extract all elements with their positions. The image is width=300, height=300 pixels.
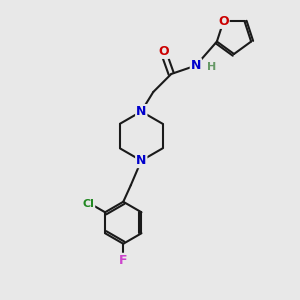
Text: H: H (207, 62, 216, 72)
Text: O: O (158, 45, 169, 58)
Text: Cl: Cl (82, 199, 94, 209)
Text: N: N (136, 105, 146, 118)
Text: N: N (136, 154, 146, 167)
Text: O: O (218, 15, 229, 28)
Text: F: F (119, 254, 128, 267)
Text: N: N (191, 59, 201, 72)
